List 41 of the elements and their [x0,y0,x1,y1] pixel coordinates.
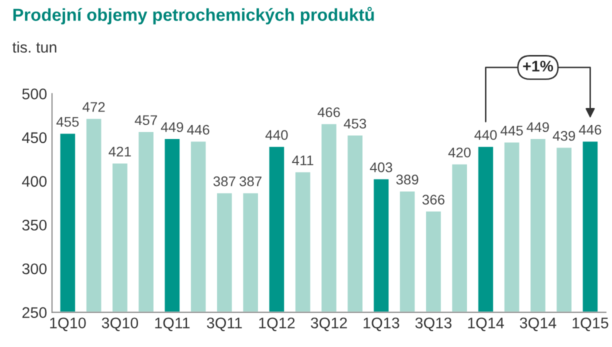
y-tick-label: 300 [22,263,47,274]
data-label: 440 [474,130,497,140]
data-label: 472 [82,102,105,112]
data-label: 411 [292,156,314,166]
x-tick-label: 1Q10 [50,318,86,332]
x-tick-label: 3Q14 [520,318,556,332]
data-label: 445 [500,126,523,136]
data-label: 439 [552,130,576,141]
data-label: 455 [56,117,79,127]
y-axis-title: tis. tun [12,41,56,53]
text: +1% [523,60,554,72]
y-tick-label: 500 [22,88,47,100]
x-tick-label: 1Q11 [155,318,190,332]
x-tick-label: 1Q14 [468,318,504,332]
data-label: 389 [396,174,418,185]
x-tick-label: 1Q12 [259,318,295,332]
y-tick-label: 450 [22,132,47,144]
data-label: 457 [134,115,157,126]
data-label: 366 [422,194,444,205]
data-label: 466 [318,107,340,118]
data-label: 420 [448,148,471,158]
chart-title: Prodejní objemy petrochemických produktů [13,6,374,24]
x-tick-label: 3Q13 [415,318,452,332]
data-label: 446 [187,124,210,135]
x-tick-label: 1Q13 [364,318,400,332]
data-label: 440 [265,130,288,140]
x-tick-label: 3Q10 [102,318,138,332]
y-tick-label: 350 [22,220,47,231]
data-label: 446 [578,124,602,135]
y-tick-label: 400 [22,176,47,187]
x-tick-label: 1Q15 [572,318,608,332]
x-tick-label: 3Q11 [206,318,242,332]
data-label: 387 [240,176,262,186]
data-label: 449 [526,122,549,132]
data-label: 403 [370,162,392,172]
data-label: 387 [213,176,236,186]
x-tick-label: 3Q12 [310,318,347,332]
data-label: 453 [344,118,366,129]
data-label: 421 [108,146,131,156]
data-label: 449 [160,122,184,132]
y-tick-label: 250 [22,307,47,318]
